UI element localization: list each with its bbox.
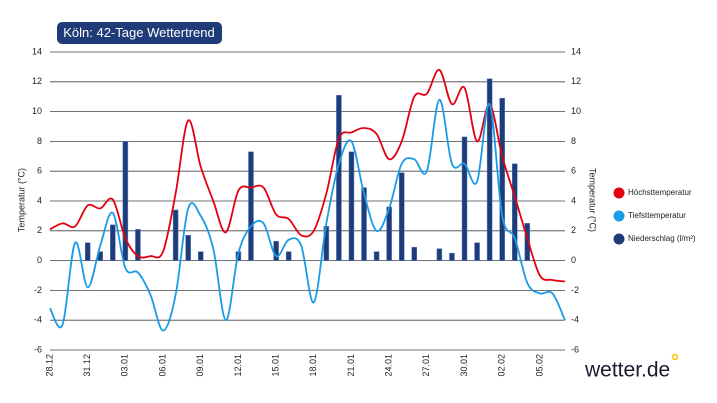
- bar: [512, 163, 518, 261]
- bar: [348, 151, 355, 261]
- bar: [398, 172, 405, 261]
- bar: [449, 252, 455, 261]
- legend-label: Niederschlag (l/m²): [628, 234, 696, 243]
- y2-tick-label: -6: [571, 344, 579, 354]
- bar: [197, 251, 204, 261]
- y-tick-label: -2: [34, 285, 42, 295]
- y-tick-label: 0: [37, 255, 42, 265]
- title-badge: [57, 22, 222, 44]
- y2-tick-label: 6: [571, 166, 576, 176]
- y-tick-label: 6: [37, 166, 42, 176]
- y-axis-label: Temperatur (°C): [16, 168, 26, 232]
- bar: [135, 229, 141, 261]
- bar: [248, 151, 254, 261]
- bar: [172, 209, 179, 261]
- bar: [461, 136, 468, 261]
- legend-label: Tiefsttemperatur: [628, 211, 686, 220]
- y-tick-label: 4: [37, 195, 42, 205]
- x-tick-label: 09.01: [195, 354, 205, 377]
- legend-marker: [613, 187, 625, 199]
- brand-dot: [671, 353, 679, 361]
- x-tick-label: 03.01: [120, 354, 130, 377]
- x-tick-label: 21.01: [346, 354, 356, 377]
- y-tick-label: 14: [32, 46, 42, 56]
- legend-label: Höchsttemperatur: [628, 188, 692, 197]
- y2-tick-label: -4: [571, 315, 579, 325]
- bar: [285, 251, 292, 261]
- line: [49, 98, 566, 332]
- legend-marker: [613, 210, 625, 222]
- bar: [524, 223, 531, 261]
- x-tick-label: 18.01: [308, 354, 318, 377]
- y2-axis-label: Temperatur (°C): [588, 168, 598, 232]
- bar: [185, 235, 191, 261]
- y2-tick-label: -2: [571, 285, 579, 295]
- line: [49, 68, 566, 283]
- y-tick-label: 12: [32, 76, 42, 86]
- x-tick-label: 05.02: [534, 354, 544, 377]
- bar: [273, 240, 279, 261]
- bar: [84, 242, 91, 261]
- y2-tick-label: 14: [571, 46, 581, 56]
- x-tick-label: 24.01: [384, 354, 394, 377]
- y2-tick-label: 4: [571, 195, 576, 205]
- y-tick-label: -6: [34, 344, 42, 354]
- x-tick-label: 02.02: [497, 354, 507, 377]
- bar: [436, 248, 443, 261]
- y2-tick-label: 10: [571, 106, 581, 116]
- y-tick-label: 8: [37, 136, 42, 146]
- chart-title: Köln: 42-Tage Wettertrend: [63, 25, 215, 40]
- y2-tick-label: 0: [571, 255, 576, 265]
- bar: [499, 97, 505, 261]
- y2-tick-label: 12: [571, 76, 581, 86]
- x-tick-label: 12.01: [233, 354, 243, 377]
- bar: [486, 78, 493, 261]
- bar: [110, 224, 116, 261]
- bar: [474, 242, 480, 261]
- brand-logo: wetter.de: [584, 359, 670, 382]
- x-tick-label: 15.01: [270, 354, 280, 377]
- x-tick-label: 30.01: [459, 354, 469, 377]
- bar: [361, 187, 367, 261]
- bar: [336, 94, 342, 261]
- bar: [373, 251, 380, 261]
- y2-tick-label: 8: [571, 136, 576, 146]
- y-tick-label: 2: [37, 225, 42, 235]
- x-tick-label: 28.12: [44, 354, 54, 377]
- bar: [411, 246, 418, 261]
- x-tick-label: 06.01: [157, 354, 167, 377]
- y-tick-label: 10: [32, 106, 42, 116]
- bar: [122, 141, 129, 261]
- y2-tick-label: 2: [571, 225, 576, 235]
- legend-marker: [613, 233, 625, 245]
- x-tick-label: 31.12: [82, 354, 92, 377]
- x-tick-label: 27.01: [421, 354, 431, 377]
- y-tick-label: -4: [34, 315, 42, 325]
